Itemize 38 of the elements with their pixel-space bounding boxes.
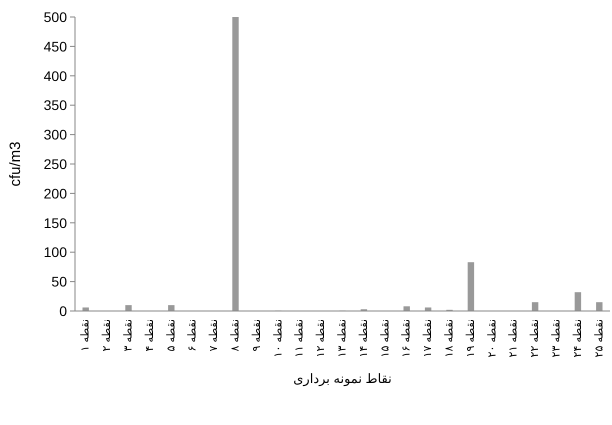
y-tick-label: 350 bbox=[44, 97, 68, 114]
x-axis-title: نقاط نمونه برداری bbox=[293, 371, 392, 387]
x-tick-label: نقطه ۵ bbox=[165, 319, 178, 352]
x-tick-label: نقطه ۴ bbox=[144, 319, 156, 352]
x-tick-label: نقطه ۷ bbox=[208, 319, 220, 352]
y-axis-title: cfu/m3 bbox=[7, 141, 24, 187]
y-tick-label: 150 bbox=[44, 214, 68, 231]
y-tick-label: 100 bbox=[44, 244, 68, 260]
y-tick-label: 300 bbox=[44, 126, 68, 143]
x-tick-label: نقطه ۳ bbox=[122, 319, 134, 352]
x-tick-label: نقطه ۲۱ bbox=[508, 319, 520, 358]
x-tick-label: نقطه ۸ bbox=[230, 319, 242, 352]
x-tick-label: نقطه ۱۰ bbox=[272, 319, 284, 358]
x-tick-label: نقطه ۱ bbox=[80, 319, 92, 352]
x-tick-label: نقطه ۱۹ bbox=[464, 319, 477, 358]
x-tick-label: نقطه ۱۲ bbox=[315, 319, 328, 358]
x-tick-label: نقطه ۹ bbox=[250, 319, 263, 352]
x-tick-label: نقطه ۲۴ bbox=[572, 319, 584, 358]
y-tick-label: 450 bbox=[44, 38, 68, 54]
x-tick-label: نقطه ۱۶ bbox=[400, 319, 413, 358]
x-tick-label: نقطه ۲ bbox=[101, 319, 114, 352]
x-tick-label: نقطه ۱۵ bbox=[379, 319, 392, 358]
x-tick-label: نقطه ۲۲ bbox=[529, 319, 542, 358]
y-tick-label: 0 bbox=[59, 303, 68, 319]
x-tick-label: نقطه ۱۴ bbox=[358, 319, 370, 358]
y-tick-label: 50 bbox=[51, 274, 68, 290]
y-tick-label: 400 bbox=[44, 68, 68, 84]
y-tick-label: 200 bbox=[44, 185, 68, 202]
x-tick-label: نقطه ۱۸ bbox=[444, 319, 456, 358]
y-tick-label: 500 bbox=[44, 9, 68, 25]
x-tick-label: نقطه ۲۰ bbox=[486, 319, 498, 358]
x-tick-label: نقطه ۱۱ bbox=[294, 319, 306, 358]
x-tick-label: نقطه ۲۳ bbox=[550, 319, 562, 358]
x-tick-label: نقطه ۲۵ bbox=[593, 319, 606, 358]
y-tick-label: 250 bbox=[44, 156, 68, 172]
x-tick-label: نقطه ۶ bbox=[186, 319, 199, 352]
x-tick-label: نقطه ۱۷ bbox=[422, 319, 434, 358]
x-tick-label: نقطه ۱۳ bbox=[336, 319, 348, 358]
